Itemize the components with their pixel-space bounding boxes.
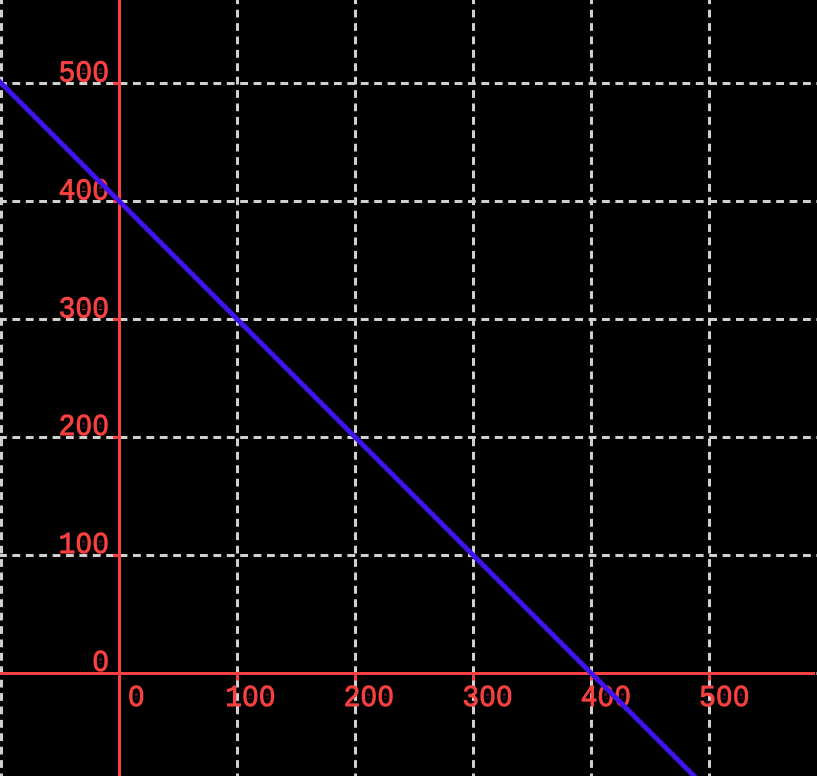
svg-text:100: 100 <box>225 681 275 715</box>
svg-text:300: 300 <box>462 681 512 715</box>
svg-text:0: 0 <box>92 646 109 680</box>
svg-text:500: 500 <box>59 56 109 90</box>
svg-text:100: 100 <box>59 528 109 562</box>
svg-text:200: 200 <box>344 681 394 715</box>
svg-text:200: 200 <box>59 410 109 444</box>
svg-text:300: 300 <box>59 292 109 326</box>
svg-text:500: 500 <box>699 681 749 715</box>
svg-text:0: 0 <box>128 681 145 715</box>
